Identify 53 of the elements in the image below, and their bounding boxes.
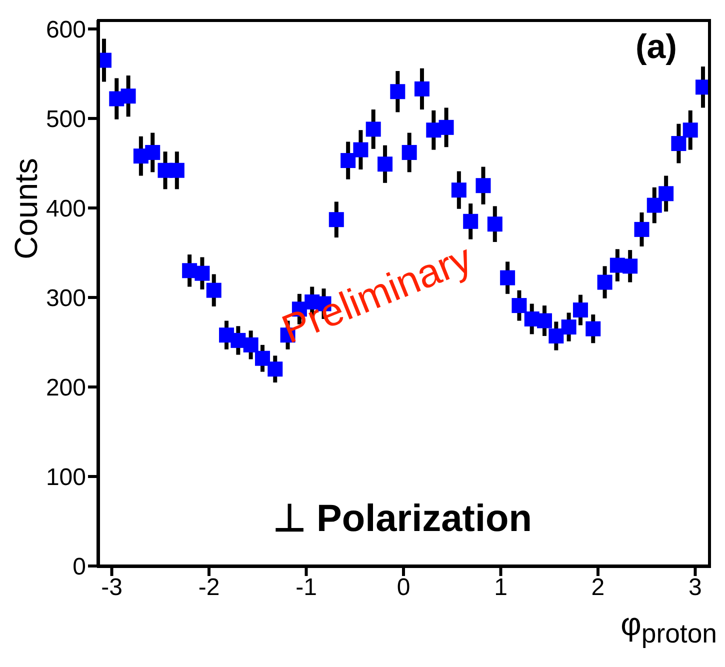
point bbox=[366, 122, 381, 137]
point bbox=[451, 182, 466, 198]
point bbox=[438, 120, 454, 135]
point bbox=[463, 214, 478, 229]
point bbox=[537, 313, 552, 328]
point bbox=[268, 362, 283, 377]
point bbox=[671, 136, 686, 152]
point bbox=[243, 337, 258, 352]
y-tick-label: 100 bbox=[46, 464, 86, 492]
point bbox=[548, 328, 564, 344]
y-tick-label: 300 bbox=[46, 284, 86, 312]
point bbox=[597, 274, 612, 290]
y-tick-label: 0 bbox=[72, 554, 86, 581]
point bbox=[586, 321, 601, 336]
y-tick-label: 200 bbox=[46, 374, 86, 402]
point bbox=[328, 212, 344, 228]
point bbox=[169, 162, 184, 178]
point bbox=[646, 198, 662, 213]
x-axis-title: φ$_{proton}$ bbox=[620, 606, 717, 650]
x-tick-label: 1 bbox=[494, 574, 508, 602]
x-tick-label: 3 bbox=[688, 574, 702, 602]
y-tick-label: 400 bbox=[46, 195, 86, 222]
point bbox=[414, 81, 430, 96]
point bbox=[378, 156, 393, 172]
y-tick-label: 500 bbox=[46, 106, 86, 133]
point bbox=[340, 153, 356, 168]
annotation: (a) bbox=[635, 28, 677, 67]
y-axis-title: Counts bbox=[8, 158, 45, 260]
x-tick-label: 2 bbox=[591, 574, 605, 602]
point bbox=[353, 142, 368, 158]
point bbox=[120, 88, 136, 104]
point bbox=[622, 258, 638, 274]
point bbox=[634, 222, 650, 237]
x-tick-label: -2 bbox=[198, 574, 220, 602]
annotation: ⊥ Polarization bbox=[273, 497, 532, 541]
point bbox=[500, 270, 516, 286]
point bbox=[561, 320, 576, 335]
point bbox=[658, 186, 674, 202]
point bbox=[476, 178, 491, 194]
point bbox=[145, 144, 160, 160]
point bbox=[682, 122, 698, 138]
point bbox=[254, 350, 270, 366]
point bbox=[194, 266, 210, 281]
point bbox=[512, 298, 527, 314]
point bbox=[487, 216, 502, 232]
point bbox=[390, 84, 406, 100]
y-tick-label: 600 bbox=[46, 16, 86, 44]
x-tick-label: -1 bbox=[296, 574, 317, 602]
x-tick-label: 0 bbox=[396, 574, 410, 602]
point bbox=[572, 302, 588, 318]
point bbox=[206, 282, 222, 298]
x-tick-label: -3 bbox=[101, 574, 122, 602]
point bbox=[402, 144, 417, 160]
